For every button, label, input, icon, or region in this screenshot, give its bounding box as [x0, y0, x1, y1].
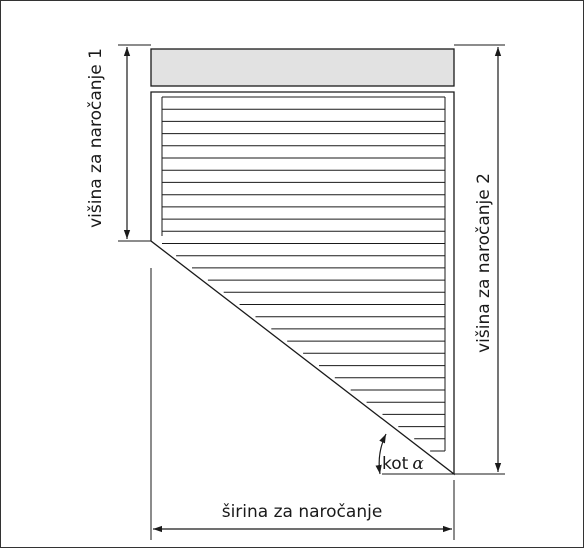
height1-label: višina za naročanje 1: [86, 48, 106, 228]
height2-label: višina za naročanje 2: [474, 173, 494, 353]
blind-outline: [150, 91, 455, 476]
angle-arc: [375, 433, 387, 475]
blind-slats: [161, 96, 446, 452]
angle-symbol: α: [412, 454, 424, 474]
angle-label: kot α: [382, 454, 424, 474]
headrail: [150, 48, 455, 87]
width-label: širina za naročanje: [222, 502, 383, 522]
angle-word: kot: [382, 454, 409, 474]
